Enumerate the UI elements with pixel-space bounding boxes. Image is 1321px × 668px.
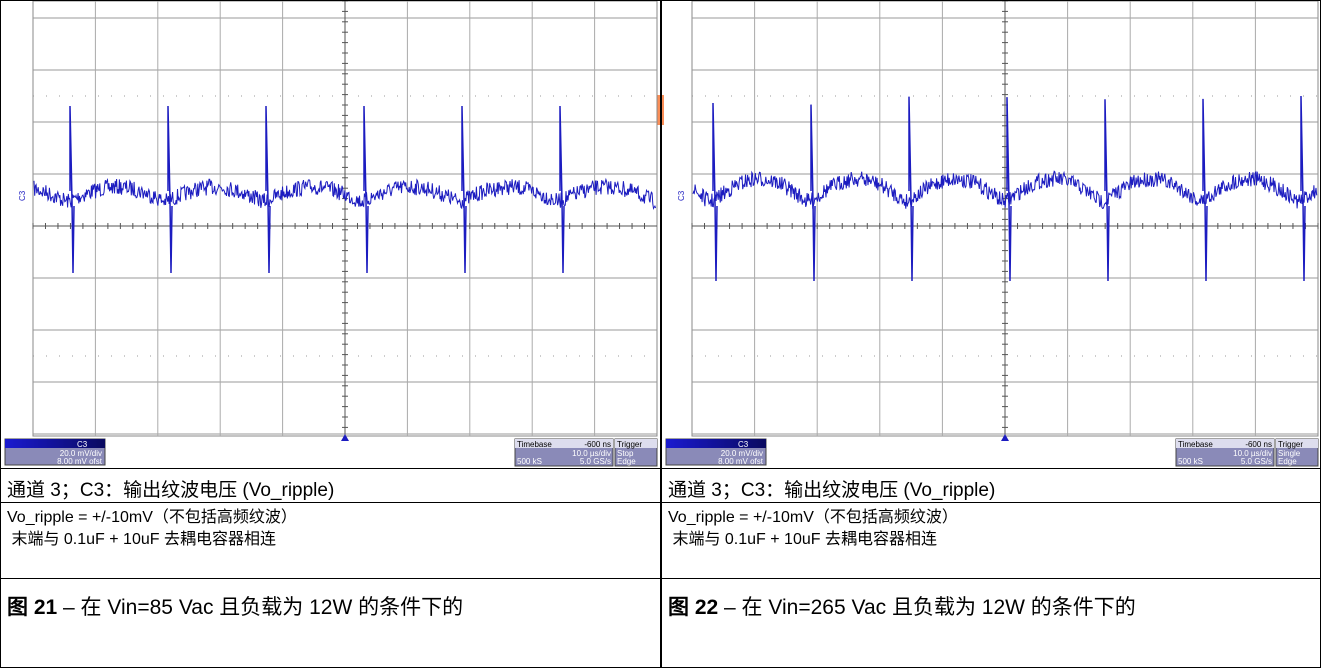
notes-cell: Vo_ripple = +/-10mV（不包括高频纹波） 末端与 0.1uF +… <box>0 502 661 579</box>
figure-text: – 在 Vin=85 Vac 且负载为 12W 的条件下的 <box>57 596 463 619</box>
figure-cell: 图 22 – 在 Vin=265 Vac 且负载为 12W 的条件下的 <box>661 578 1321 668</box>
channel-head <box>5 439 105 448</box>
note-line: 末端与 0.1uF + 10uF 去耦电容器相连 <box>668 529 1314 551</box>
timebase: -600 ns <box>584 440 611 449</box>
timebase-label: Timebase <box>1178 440 1213 449</box>
caption-cell: 通道 3；C3：输出纹波电压 (Vo_ripple) <box>0 468 661 503</box>
figure-text: – 在 Vin=265 Vac 且负载为 12W 的条件下的 <box>718 596 1136 619</box>
notes-cell: Vo_ripple = +/-10mV（不包括高频纹波） 末端与 0.1uF +… <box>661 502 1321 579</box>
note-line: Vo_ripple = +/-10mV（不包括高频纹波） <box>7 507 654 529</box>
page: {"panels": [ {"scope": {"channel": "C3",… <box>0 0 1321 666</box>
figure-cell: 图 21 – 在 Vin=85 Vac 且负载为 12W 的条件下的 <box>0 578 661 668</box>
timebase: -600 ns <box>1245 440 1272 449</box>
channel-name: C3 <box>77 440 88 449</box>
samples: 500 kS <box>517 457 542 466</box>
channel-head <box>666 439 766 448</box>
note-line: 末端与 0.1uF + 10uF 去耦电容器相连 <box>7 529 654 551</box>
samples: 500 kS <box>1178 457 1203 466</box>
trigger-label: Trigger <box>1278 440 1303 449</box>
trigger-type: Edge <box>617 457 636 466</box>
rate: 5.0 GS/s <box>1241 457 1272 466</box>
offset: 8.00 mV ofst <box>718 457 764 466</box>
channel-name: C3 <box>738 440 749 449</box>
trigger-label: Trigger <box>617 440 642 449</box>
offset: 8.00 mV ofst <box>57 457 103 466</box>
channel-marker: C3 <box>18 190 27 201</box>
rate: 5.0 GS/s <box>580 457 611 466</box>
caption-cell: 通道 3；C3：输出纹波电压 (Vo_ripple) <box>661 468 1321 503</box>
figure-label: 图 21 <box>7 596 57 619</box>
note-line: Vo_ripple = +/-10mV（不包括高频纹波） <box>668 507 1314 529</box>
trigger-type: Edge <box>1278 457 1297 466</box>
figure-label: 图 22 <box>668 596 718 619</box>
channel-marker: C3 <box>677 190 686 201</box>
timebase-label: Timebase <box>517 440 552 449</box>
